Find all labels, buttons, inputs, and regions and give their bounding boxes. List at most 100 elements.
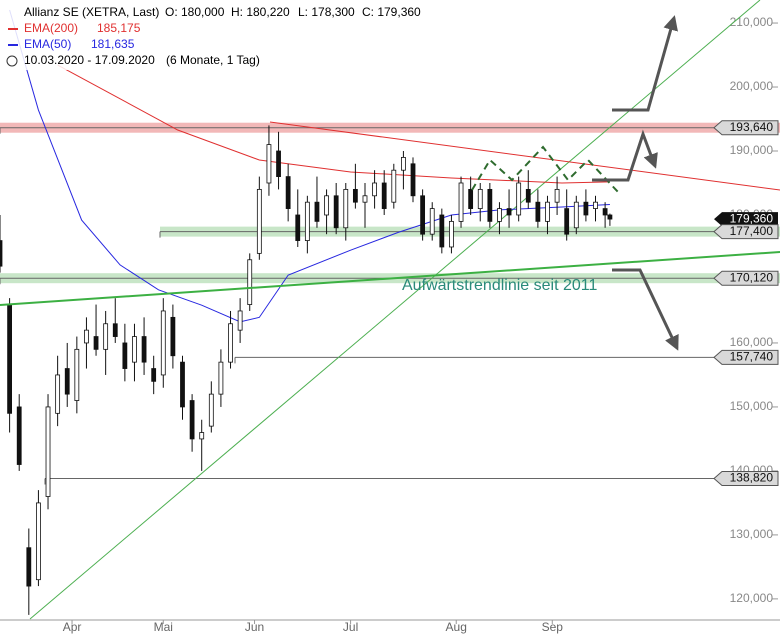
legend-label: EMA(200) — [24, 21, 78, 35]
candle-body — [516, 182, 522, 216]
candle-body — [208, 393, 214, 427]
arrow — [592, 129, 658, 182]
candle-body — [0, 240, 3, 267]
trend-line — [29, 0, 761, 620]
candle-body — [420, 195, 426, 235]
candle-body — [487, 188, 493, 222]
candle-body — [401, 156, 406, 171]
x-tick-label: Sep — [542, 620, 564, 634]
candle-body — [189, 400, 195, 440]
candle-body — [304, 201, 310, 241]
level-label: 177,400 — [730, 224, 774, 238]
candle-body — [607, 214, 613, 220]
legend-value: 181,635 — [91, 37, 135, 51]
header-bg — [0, 0, 265, 70]
level-box — [713, 349, 779, 365]
legend-swatch — [8, 28, 18, 30]
candle-body — [64, 368, 70, 395]
ohlc: H: 180,220 — [231, 5, 290, 19]
legend-value: 185,175 — [97, 21, 141, 35]
price-labels: 179,360 193,640 177,400 170,120 157,740 138,8… — [713, 120, 779, 486]
candle-body — [333, 195, 339, 229]
plot — [0, 9, 613, 615]
candle-body — [583, 201, 589, 216]
y-tick-label: 200,000 — [730, 79, 774, 93]
title: Allianz SE (XETRA, Last) — [24, 5, 159, 19]
date-range: 10.03.2020 - 17.09.2020 — [24, 53, 155, 67]
candle-body — [525, 188, 531, 203]
arrow — [612, 15, 678, 112]
candle-body — [468, 188, 474, 209]
ema-line — [9, 9, 610, 323]
candle-body — [352, 188, 358, 203]
candle-body — [276, 150, 281, 177]
x-tick-label: Aug — [446, 620, 467, 634]
candle-body — [564, 208, 570, 235]
candle-body — [141, 336, 147, 363]
level-box — [713, 120, 779, 136]
x-tick-label: Jul — [343, 620, 358, 634]
candle-body — [372, 182, 377, 197]
candle-body — [103, 323, 109, 350]
candle-body — [74, 348, 80, 401]
level-box — [713, 270, 779, 286]
period: (6 Monate, 1 Tag) — [166, 53, 260, 67]
candle-body — [458, 182, 464, 222]
candle-body — [132, 336, 137, 363]
candle-body — [26, 547, 32, 587]
candle-body — [160, 310, 166, 376]
header: Allianz SE (XETRA, Last) O: 180,000 H: 1… — [0, 0, 421, 70]
last-price-label: 179,360 — [730, 211, 774, 225]
y-tick-label: 120,000 — [730, 591, 774, 605]
level-box — [713, 470, 779, 486]
candle-body — [228, 323, 233, 363]
candle-body — [36, 502, 41, 581]
y-tick-label: 210,000 — [730, 15, 774, 29]
candle-body — [266, 144, 272, 184]
pattern — [471, 145, 619, 193]
y-tick-label: 130,000 — [730, 527, 774, 541]
candle-body — [497, 208, 502, 222]
y-tick-label: 150,000 — [730, 399, 774, 413]
candle-body — [429, 208, 435, 235]
x-tick-label: Mai — [154, 620, 173, 634]
candle-body — [602, 208, 608, 216]
candle-body — [593, 201, 598, 209]
candle-body — [16, 406, 22, 465]
candle-body — [410, 163, 416, 197]
y-tick-label: 160,000 — [730, 335, 774, 349]
x-axis: Apr Mai Jun Jul Aug Sep — [0, 619, 780, 634]
candle-body — [93, 336, 99, 350]
candle-body — [7, 304, 13, 414]
candle-body — [218, 361, 224, 395]
x-tick-label: Jun — [245, 620, 264, 634]
candle-body — [122, 342, 128, 369]
candle-body — [285, 176, 291, 209]
candle-body — [55, 374, 61, 414]
candle-body — [112, 323, 118, 337]
candle-body — [343, 188, 349, 229]
x-tick-label: Apr — [63, 620, 82, 634]
level-box — [713, 224, 779, 240]
ohlc: C: 179,360 — [362, 5, 421, 19]
arrow — [612, 268, 679, 351]
candle-body — [45, 406, 51, 497]
candle-body — [151, 368, 157, 382]
candle-body — [535, 201, 541, 222]
candle-body — [506, 208, 512, 216]
candle-body — [170, 316, 176, 357]
y-axis: 120,000130,000140,000150,000160,000170,0… — [730, 15, 778, 605]
candle-body — [449, 220, 454, 248]
annotation: Aufwärtstrendlinie seit 2011 — [402, 277, 597, 294]
trend-line — [269, 121, 780, 191]
clock-icon — [6, 55, 18, 67]
legend-label: EMA(50) — [24, 37, 71, 51]
ohlc: O: 180,000 — [165, 5, 225, 19]
candle-body — [199, 432, 205, 440]
candle-body — [545, 201, 550, 222]
candle-body — [84, 329, 89, 344]
level-label: 138,820 — [730, 471, 774, 485]
level-label: 170,120 — [730, 270, 774, 284]
candle-body — [314, 201, 320, 222]
